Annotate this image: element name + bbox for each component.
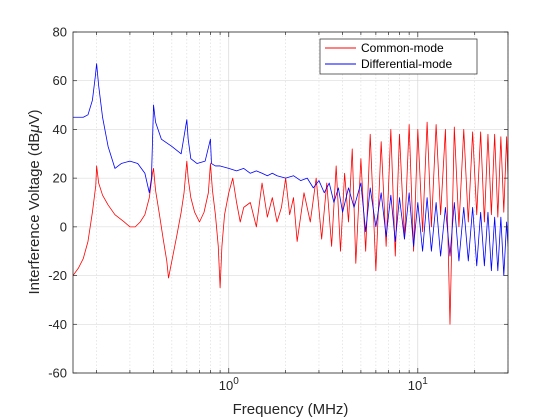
y-axis-label-mu: μ <box>26 125 43 134</box>
y-axis-label: Interference Voltage (dBμV) <box>26 109 43 294</box>
plot-area <box>73 32 508 373</box>
plot-frame <box>72 31 509 374</box>
series-line-differential-mode <box>73 63 508 276</box>
legend-label-differential-mode: Differential-mode <box>361 57 452 71</box>
legend-label-common-mode: Common-mode <box>361 41 444 55</box>
y-tick-label: 20 <box>53 171 67 186</box>
y-tick-label: -40 <box>48 317 67 332</box>
y-tick-label: 60 <box>53 73 67 88</box>
x-tick-label: 100 <box>219 376 239 393</box>
x-axis-label: Frequency (MHz) <box>233 401 349 418</box>
x-tick-label: 101 <box>408 376 428 393</box>
series-layer <box>73 63 508 325</box>
y-axis-label-main: Interference Voltage (dB <box>26 133 43 295</box>
y-tick-label: -20 <box>48 268 67 283</box>
series-line-common-mode <box>73 121 508 325</box>
y-tick-label: 40 <box>53 122 67 137</box>
y-tick-label: 80 <box>53 25 67 40</box>
y-tick-label: -60 <box>48 366 67 381</box>
ticks: -60 -40 -20 0 20 40 60 80 100 101 <box>48 25 509 393</box>
y-tick-label: 0 <box>60 219 67 234</box>
y-axis-label-tail: V) <box>26 109 43 124</box>
legend-box <box>319 38 478 75</box>
legend: Common-mode Differential-mode <box>319 38 478 75</box>
